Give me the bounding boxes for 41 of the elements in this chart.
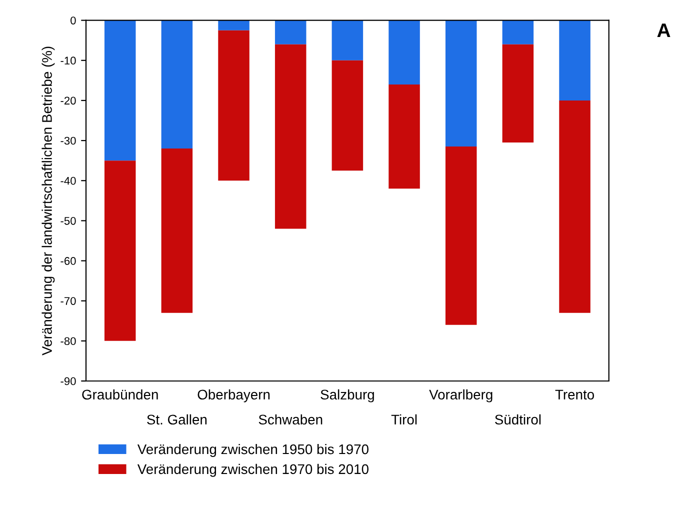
x-tick-label: Schwaben bbox=[258, 414, 322, 425]
y-tick-label: -90 bbox=[60, 377, 76, 386]
x-tick-label: Trento bbox=[555, 390, 594, 400]
bar bbox=[218, 30, 250, 181]
x-tick-label: Oberbayern bbox=[198, 389, 270, 402]
y-axis-title: Veränderung der landwirtschaftlichen Betriebe (%) bbox=[42, 46, 55, 356]
bar bbox=[388, 20, 420, 84]
x-tick-label: St. Gallen bbox=[147, 414, 207, 425]
bar bbox=[104, 160, 136, 341]
y-tick-label: -30 bbox=[60, 136, 76, 145]
legend-label: Veränderung zwischen 1970 bis 2010 bbox=[137, 464, 368, 477]
bar bbox=[161, 20, 193, 149]
x-tick-label: Salzburg bbox=[320, 389, 374, 402]
bar bbox=[445, 146, 477, 325]
x-tick-label: Tirol bbox=[391, 414, 417, 425]
y-tick-label: 0 bbox=[70, 16, 76, 24]
x-tick-label: Vorarlberg bbox=[429, 389, 492, 402]
bar bbox=[218, 20, 250, 30]
bar bbox=[502, 44, 534, 143]
bar bbox=[502, 20, 534, 44]
y-tick-label: -50 bbox=[60, 216, 76, 225]
y-tick-label: -70 bbox=[60, 297, 76, 305]
bar bbox=[332, 60, 364, 171]
bar bbox=[104, 20, 136, 161]
y-tick-label: -80 bbox=[60, 337, 76, 346]
bar bbox=[161, 148, 193, 313]
bar bbox=[332, 20, 364, 60]
text: A bbox=[657, 24, 670, 37]
y-tick-label: -40 bbox=[60, 176, 76, 185]
x-tick-label: Südtirol bbox=[495, 414, 541, 425]
bar bbox=[388, 84, 420, 189]
bar bbox=[559, 20, 590, 100]
x-tick-label: Graubünden bbox=[82, 389, 158, 400]
y-tick-label: -20 bbox=[60, 96, 76, 105]
bar bbox=[274, 44, 306, 229]
legend-label: Veränderung zwischen 1950 bis 1970 bbox=[137, 444, 368, 457]
y-tick-label: -10 bbox=[60, 56, 76, 65]
bar bbox=[274, 20, 306, 44]
y-tick-label: -60 bbox=[60, 257, 76, 265]
bar bbox=[445, 20, 477, 147]
bar bbox=[559, 100, 590, 313]
